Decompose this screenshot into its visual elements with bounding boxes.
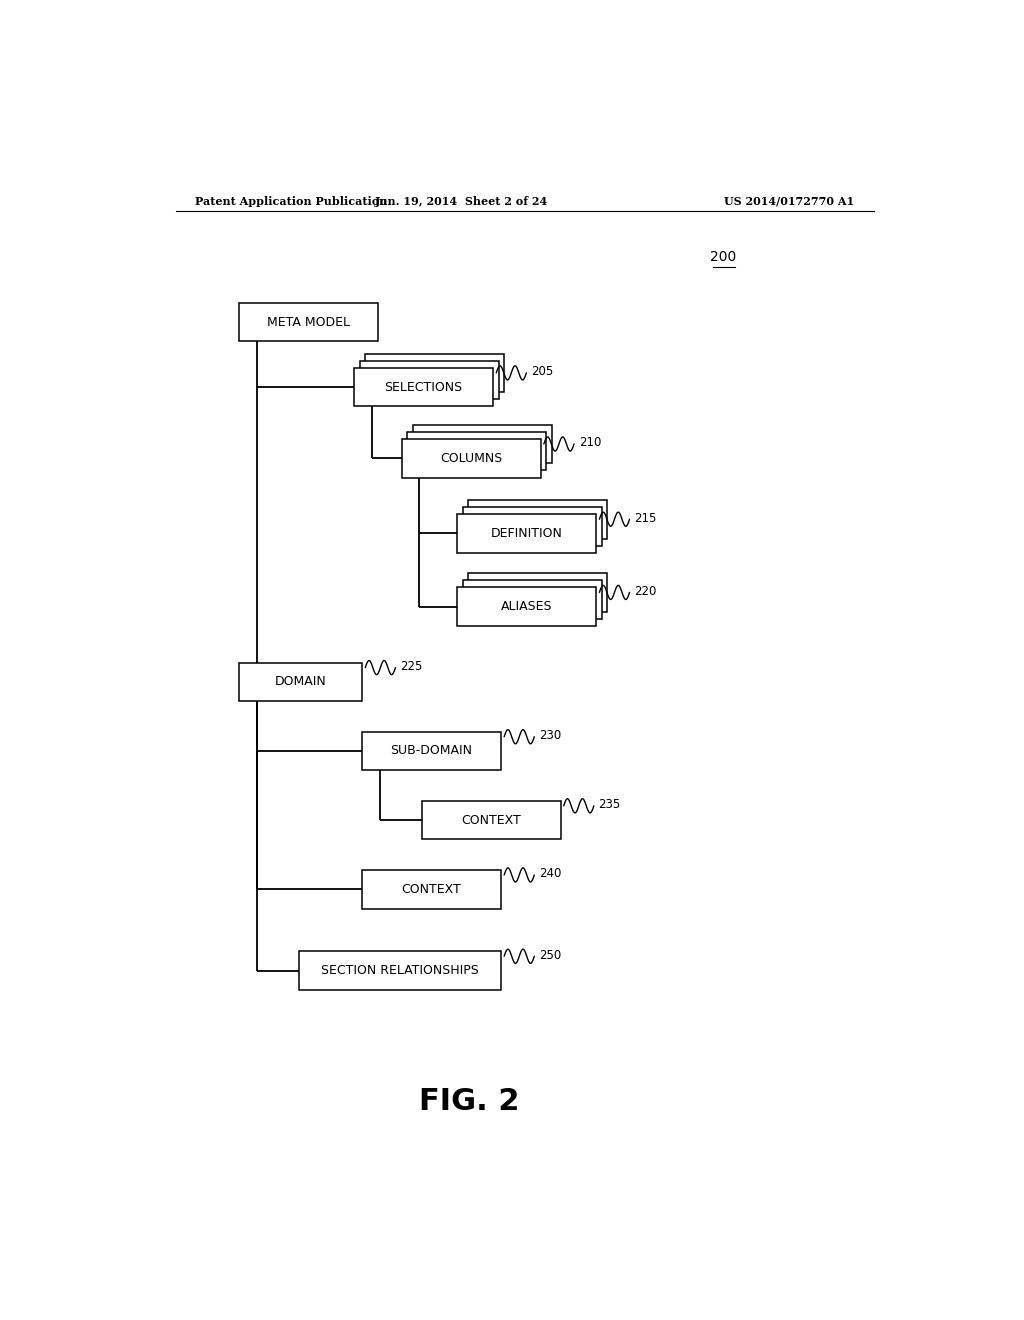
Text: SELECTIONS: SELECTIONS	[385, 380, 463, 393]
Text: 210: 210	[579, 437, 601, 450]
Text: CONTEXT: CONTEXT	[461, 813, 521, 826]
Text: 250: 250	[539, 949, 561, 962]
Bar	[240, 302, 378, 342]
Bar	[408, 432, 546, 470]
Text: US 2014/0172770 A1: US 2014/0172770 A1	[724, 195, 854, 207]
Text: CONTEXT: CONTEXT	[401, 883, 462, 896]
Text: Jun. 19, 2014  Sheet 2 of 24: Jun. 19, 2014 Sheet 2 of 24	[375, 195, 548, 207]
Bar	[240, 663, 362, 701]
Bar	[422, 801, 560, 840]
Bar	[362, 731, 501, 771]
Text: SECTION RELATIONSHIPS: SECTION RELATIONSHIPS	[321, 964, 478, 977]
Bar	[359, 360, 499, 399]
Text: 220: 220	[634, 585, 656, 598]
Bar	[463, 507, 602, 545]
Bar	[458, 515, 596, 553]
Bar	[463, 581, 602, 619]
Bar	[468, 500, 607, 539]
Text: 200: 200	[710, 249, 736, 264]
Text: 225: 225	[400, 660, 423, 673]
Bar	[458, 587, 596, 626]
Text: Patent Application Publication: Patent Application Publication	[196, 195, 388, 207]
Bar	[401, 440, 541, 478]
Text: META MODEL: META MODEL	[267, 315, 350, 329]
Bar	[366, 354, 504, 392]
Text: 205: 205	[531, 366, 553, 379]
Bar	[362, 870, 501, 908]
Text: SUB-DOMAIN: SUB-DOMAIN	[390, 744, 472, 758]
Text: COLUMNS: COLUMNS	[440, 451, 503, 465]
Text: 240: 240	[539, 867, 561, 880]
Bar	[468, 573, 607, 611]
Bar	[413, 425, 552, 463]
Text: ALIASES: ALIASES	[501, 601, 553, 612]
Text: 235: 235	[599, 799, 621, 812]
Text: 230: 230	[539, 729, 561, 742]
Bar	[354, 368, 494, 407]
Bar	[299, 952, 501, 990]
Text: 215: 215	[634, 512, 656, 525]
Text: FIG. 2: FIG. 2	[419, 1088, 519, 1117]
Text: DOMAIN: DOMAIN	[274, 676, 327, 688]
Text: DEFINITION: DEFINITION	[490, 527, 563, 540]
